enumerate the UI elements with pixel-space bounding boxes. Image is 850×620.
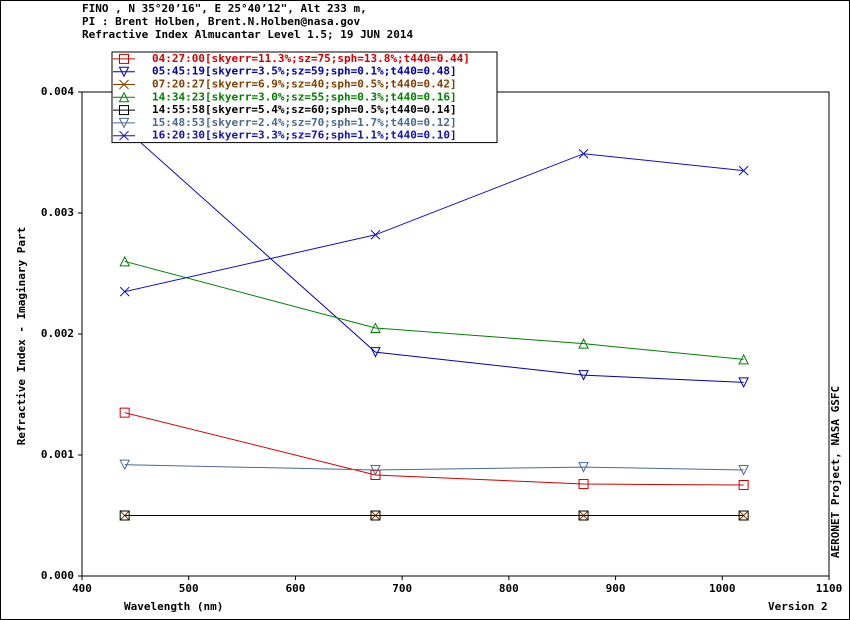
legend-label: 05:45:19[skyerr=3.5%;sz=59;sph=0.1%;t440… xyxy=(152,65,457,78)
marker xyxy=(738,480,749,491)
x-tick-label: 600 xyxy=(285,582,305,595)
marker xyxy=(118,66,130,78)
series-line xyxy=(124,412,744,486)
header-line: Refractive Index Almucantar Level 1.5; 1… xyxy=(82,28,414,41)
marker xyxy=(119,130,129,141)
version: Version 2 xyxy=(768,600,828,613)
x-tick-label: 400 xyxy=(72,582,92,595)
y-tick-label: 0.002 xyxy=(41,327,74,340)
legend-box xyxy=(111,51,498,144)
marker xyxy=(118,117,130,129)
x-tick-label: 1000 xyxy=(709,582,736,595)
legend-label: 14:55:58[skyerr=5.4%;sz=60;sph=0.5%;t440… xyxy=(152,103,457,116)
series-line xyxy=(124,127,744,383)
legend-label: 04:27:00[skyerr=11.3%;sz=75;sph=13.8%;t4… xyxy=(152,52,470,65)
marker xyxy=(578,479,589,490)
credit: AERONET Project, NASA GSFC xyxy=(829,386,842,558)
marker xyxy=(370,322,381,333)
legend-label: 14:34:23[skyerr=3.0%;sz=55;sph=0.3%;t440… xyxy=(152,90,457,103)
marker xyxy=(370,510,381,521)
marker xyxy=(578,338,589,349)
y-axis-label: Refractive Index - Imaginary Part xyxy=(15,227,28,446)
marker xyxy=(119,79,129,90)
marker xyxy=(370,465,381,476)
marker xyxy=(119,53,129,64)
marker xyxy=(738,377,749,389)
legend-label: 16:20:30[skyerr=3.3%;sz=76;sph=1.1%;t440… xyxy=(152,129,457,142)
x-axis-label: Wavelength (nm) xyxy=(124,600,223,613)
y-tick-label: 0.001 xyxy=(41,448,74,461)
marker xyxy=(370,229,381,240)
marker xyxy=(119,510,130,521)
marker xyxy=(578,148,589,159)
x-tick-label: 900 xyxy=(606,582,626,595)
marker xyxy=(119,105,129,116)
plot xyxy=(119,123,749,521)
marker xyxy=(119,286,130,297)
marker xyxy=(119,459,130,471)
series-line xyxy=(124,260,744,360)
marker xyxy=(578,370,589,381)
y-tick-label: 0.000 xyxy=(41,569,74,582)
marker xyxy=(578,510,589,521)
legend: 04:27:00[skyerr=11.3%;sz=75;sph=13.8%;t4… xyxy=(111,51,498,144)
legend-label: 15:48:53[skyerr=2.4%;sz=70;sph=1.7%;t440… xyxy=(152,116,457,129)
header-line: FINO , N 35°20’16", E 25°40’12", Alt 233… xyxy=(82,2,367,15)
series-line xyxy=(124,464,744,471)
marker xyxy=(370,347,381,358)
marker xyxy=(119,407,130,418)
marker xyxy=(738,465,749,476)
x-tick-label: 1100 xyxy=(816,582,843,595)
marker xyxy=(738,510,749,521)
x-tick-label: 500 xyxy=(179,582,199,595)
marker xyxy=(738,353,749,365)
x-tick-label: 800 xyxy=(499,582,519,595)
marker xyxy=(738,165,749,176)
header-line: PI : Brent Holben, Brent.N.Holben@nasa.g… xyxy=(82,15,361,28)
x-tick-label: 700 xyxy=(392,582,412,595)
y-tick-label: 0.003 xyxy=(41,206,74,219)
series-line xyxy=(124,153,744,293)
y-tick-label: 0.004 xyxy=(41,85,74,98)
legend-label: 07:20:27[skyerr=6.9%;sz=40;sph=0.5%;t440… xyxy=(152,78,457,91)
marker xyxy=(578,462,589,473)
marker xyxy=(738,510,749,521)
marker xyxy=(118,91,130,103)
marker xyxy=(119,255,130,267)
